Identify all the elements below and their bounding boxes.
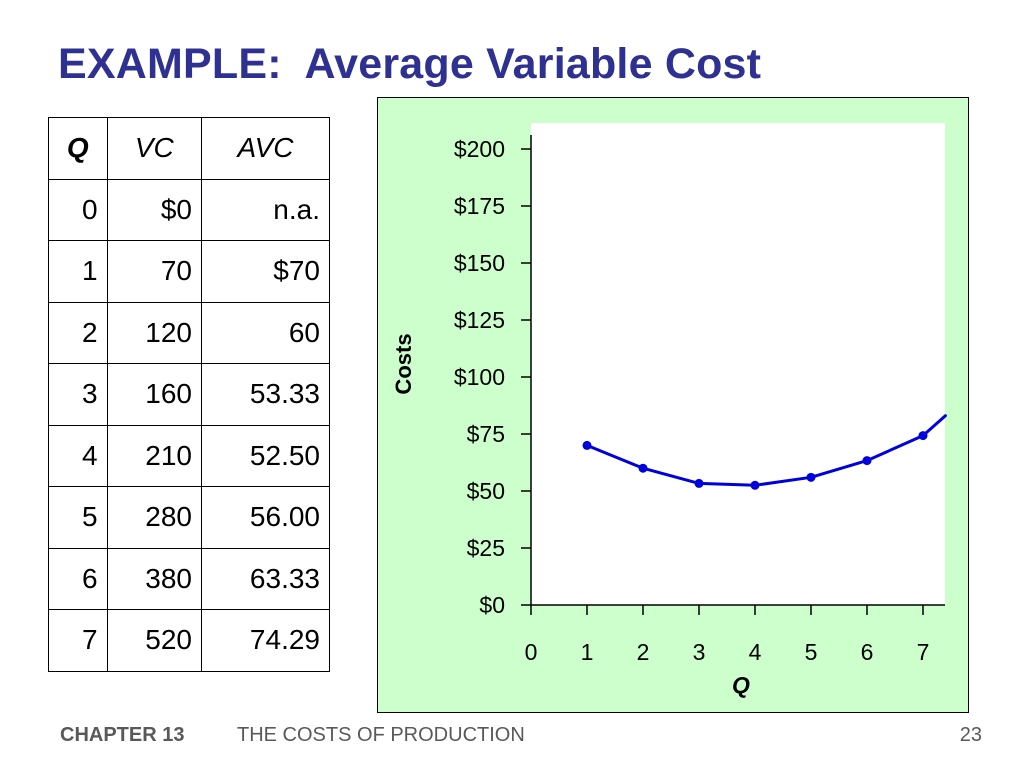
data-point xyxy=(750,480,760,490)
avc-chart: $0 $25 $50 $75 $100 $125 $150 $175 $200 0 1 2 3 4 5 6 7 Q… xyxy=(391,123,947,698)
cell-q: 7 xyxy=(48,609,108,672)
data-point xyxy=(862,456,872,466)
y-tick-label: $125 xyxy=(454,307,505,333)
y-axis-label: Costs xyxy=(391,333,416,394)
y-tick-label: $75 xyxy=(467,421,505,447)
cell-q: 5 xyxy=(48,486,108,549)
avc-curve xyxy=(585,414,947,487)
x-tick-label: 6 xyxy=(861,639,874,665)
cell-vc: 520 xyxy=(106,609,203,672)
cell-avc: 63.33 xyxy=(201,547,330,610)
header-avc: AVC xyxy=(201,117,330,180)
y-tick-label: $175 xyxy=(454,193,505,219)
cell-vc: 210 xyxy=(106,424,203,487)
cell-q: 3 xyxy=(48,363,108,426)
cell-vc: $0 xyxy=(106,178,203,241)
table-header-row: Q VC AVC xyxy=(48,117,330,180)
cell-q: 0 xyxy=(48,178,108,241)
footer-chapter: CHAPTER 13 xyxy=(60,724,185,746)
y-tick-label: $200 xyxy=(454,136,505,162)
data-point xyxy=(638,463,648,473)
x-tick-label: 7 xyxy=(917,639,930,665)
cell-avc: 60 xyxy=(201,301,330,364)
slide-title: EXAMPLE: Average Variable Cost xyxy=(58,40,762,88)
footer-page-number: 23 xyxy=(959,724,982,746)
cell-vc: 70 xyxy=(106,240,203,303)
cell-q: 2 xyxy=(48,301,108,364)
data-point xyxy=(918,431,928,441)
header-vc: VC xyxy=(106,117,203,180)
cell-vc: 160 xyxy=(106,363,203,426)
x-tick-label: 0 xyxy=(525,639,538,665)
x-tick-label: 1 xyxy=(581,639,594,665)
cell-vc: 120 xyxy=(106,301,203,364)
table-row: 3 160 53.33 xyxy=(48,363,330,426)
y-tick-label: $50 xyxy=(467,478,505,504)
cell-q: 1 xyxy=(48,240,108,303)
avc-table: Q VC AVC 0 $0 n.a. 1 70 $70 2 120 60 3 1… xyxy=(48,117,330,672)
table-row: 2 120 60 xyxy=(48,301,330,364)
y-tick-label: $150 xyxy=(454,250,505,276)
data-point xyxy=(694,478,704,488)
x-tick-label: 3 xyxy=(693,639,706,665)
x-tick-label: 4 xyxy=(749,639,762,665)
cell-avc: $70 xyxy=(201,240,330,303)
table-row: 6 380 63.33 xyxy=(48,547,330,610)
cell-q: 6 xyxy=(48,547,108,610)
y-tick-label: $25 xyxy=(467,535,505,561)
cell-q: 4 xyxy=(48,424,108,487)
table-row: 5 280 56.00 xyxy=(48,486,330,549)
footer-topic: THE COSTS OF PRODUCTION xyxy=(237,724,525,746)
cell-avc: 53.33 xyxy=(201,363,330,426)
x-tick-label: 2 xyxy=(637,639,650,665)
x-axis-label: Q xyxy=(732,672,750,698)
cell-avc: 74.29 xyxy=(201,609,330,672)
data-point xyxy=(582,440,592,450)
cell-avc: 52.50 xyxy=(201,424,330,487)
y-tick-label: $0 xyxy=(479,592,505,618)
header-q: Q xyxy=(48,117,108,180)
x-tick-label: 5 xyxy=(805,639,818,665)
table-row: 7 520 74.29 xyxy=(48,609,330,672)
cell-vc: 280 xyxy=(106,486,203,549)
cell-avc: 56.00 xyxy=(201,486,330,549)
table-row: 4 210 52.50 xyxy=(48,424,330,487)
table-row: 0 $0 n.a. xyxy=(48,178,330,241)
plot-area xyxy=(531,123,945,605)
cell-avc: n.a. xyxy=(201,178,330,241)
table-row: 1 70 $70 xyxy=(48,240,330,303)
data-point xyxy=(806,472,816,482)
cell-vc: 380 xyxy=(106,547,203,610)
y-tick-label: $100 xyxy=(454,364,505,390)
chart-panel: $0 $25 $50 $75 $100 $125 $150 $175 $200 0 1 2 3 4 5 6 7 Q… xyxy=(377,97,969,713)
